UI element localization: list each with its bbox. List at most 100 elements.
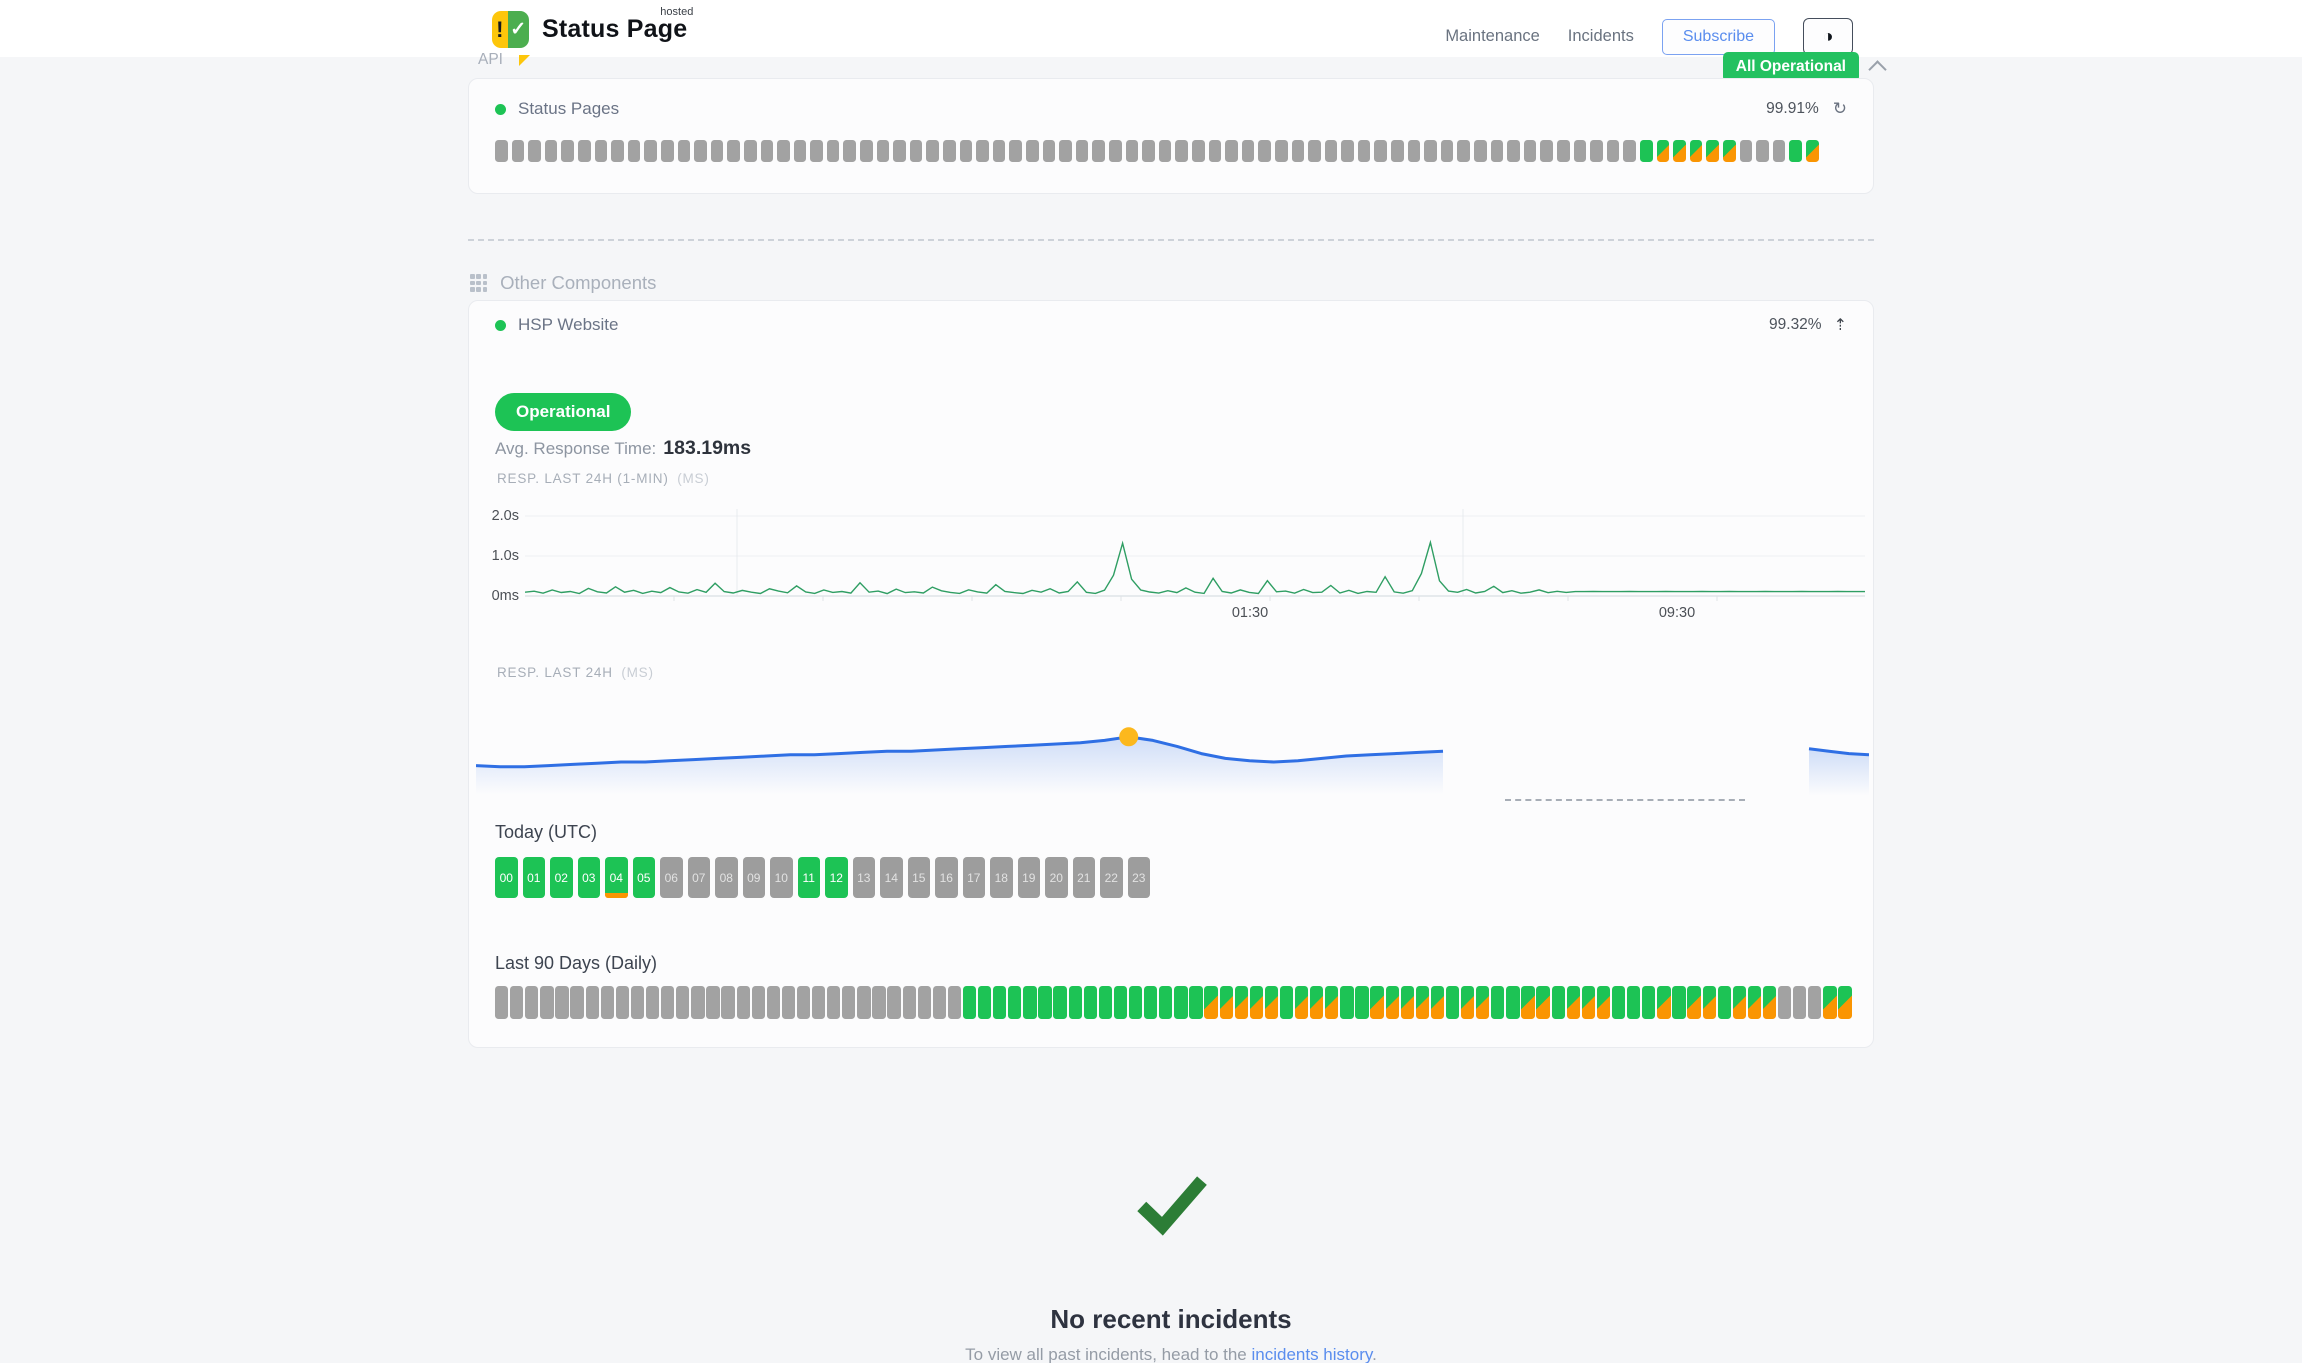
day-bar[interactable] bbox=[962, 986, 977, 1019]
hour-cell[interactable]: 07 bbox=[687, 857, 710, 898]
uptime-bar[interactable] bbox=[1341, 140, 1354, 162]
day-bar[interactable] bbox=[1777, 986, 1792, 1019]
day-bar[interactable] bbox=[1415, 986, 1430, 1019]
day-bar[interactable] bbox=[1823, 986, 1837, 1019]
day-bar[interactable] bbox=[1159, 986, 1173, 1019]
day-bar[interactable] bbox=[1355, 986, 1369, 1019]
day-bar[interactable] bbox=[947, 986, 962, 1019]
nav-maintenance[interactable]: Maintenance bbox=[1445, 27, 1540, 45]
uptime-bar[interactable] bbox=[1639, 140, 1653, 162]
day-bar[interactable] bbox=[661, 986, 675, 1019]
uptime-bar[interactable] bbox=[1075, 140, 1089, 162]
day-bar[interactable] bbox=[1506, 986, 1520, 1019]
day-bar[interactable] bbox=[1053, 986, 1067, 1019]
hour-cell[interactable]: 22 bbox=[1100, 857, 1123, 898]
day-bar[interactable] bbox=[600, 986, 614, 1019]
hour-cell[interactable]: 20 bbox=[1045, 857, 1068, 898]
day-bar[interactable] bbox=[1627, 986, 1641, 1019]
uptime-bar[interactable] bbox=[611, 140, 624, 162]
uptime-bar[interactable] bbox=[1357, 140, 1371, 162]
day-bar[interactable] bbox=[1461, 986, 1475, 1019]
day-bar[interactable] bbox=[721, 986, 735, 1019]
day-bar[interactable] bbox=[917, 986, 931, 1019]
uptime-bar[interactable] bbox=[1026, 140, 1039, 162]
day-bar[interactable] bbox=[1793, 986, 1807, 1019]
uptime-bar[interactable] bbox=[1490, 140, 1504, 162]
uptime-bar[interactable] bbox=[1507, 140, 1520, 162]
day-bar[interactable] bbox=[1264, 986, 1279, 1019]
day-bar[interactable] bbox=[1566, 986, 1580, 1019]
day-bar[interactable] bbox=[1038, 986, 1052, 1019]
uptime-bar[interactable] bbox=[1108, 140, 1122, 162]
day-bar[interactable] bbox=[1310, 986, 1324, 1019]
day-bar[interactable] bbox=[570, 986, 584, 1019]
hour-cell[interactable]: 10 bbox=[770, 857, 793, 898]
uptime-bar[interactable] bbox=[1623, 140, 1636, 162]
uptime-bar[interactable] bbox=[495, 140, 508, 162]
hour-cell[interactable]: 11 bbox=[797, 857, 820, 898]
uptime-bar[interactable] bbox=[943, 140, 956, 162]
hour-cell[interactable]: 13 bbox=[852, 857, 875, 898]
uptime-bar[interactable] bbox=[992, 140, 1006, 162]
uptime-bar[interactable] bbox=[1689, 140, 1703, 162]
hour-cell[interactable]: 02 bbox=[550, 857, 573, 898]
uptime-bar[interactable] bbox=[577, 140, 591, 162]
uptime-bar[interactable] bbox=[677, 140, 691, 162]
uptime-bar[interactable] bbox=[594, 140, 608, 162]
hour-cell[interactable]: 18 bbox=[990, 857, 1013, 898]
day-bar[interactable] bbox=[887, 986, 901, 1019]
day-bar[interactable] bbox=[1340, 986, 1354, 1019]
day-bar[interactable] bbox=[1023, 986, 1037, 1019]
uptime-bar[interactable] bbox=[1374, 140, 1388, 162]
hour-cell[interactable]: 19 bbox=[1017, 857, 1040, 898]
day-bar[interactable] bbox=[1098, 986, 1113, 1019]
day-bar[interactable] bbox=[736, 986, 750, 1019]
day-bar[interactable] bbox=[585, 986, 599, 1019]
day-bar[interactable] bbox=[1008, 986, 1022, 1019]
day-bar[interactable] bbox=[1279, 986, 1294, 1019]
uptime-bar[interactable] bbox=[644, 140, 657, 162]
day-bar[interactable] bbox=[766, 986, 780, 1019]
day-bar[interactable] bbox=[1657, 986, 1671, 1019]
hour-cell[interactable]: 03 bbox=[577, 857, 600, 898]
day-bar[interactable] bbox=[1838, 986, 1852, 1019]
day-bar[interactable] bbox=[811, 986, 826, 1019]
uptime-bar[interactable] bbox=[760, 140, 774, 162]
day-bar[interactable] bbox=[1370, 986, 1384, 1019]
day-bar[interactable] bbox=[827, 986, 841, 1019]
incidents-history-link[interactable]: incidents history bbox=[1251, 1345, 1373, 1363]
uptime-bar[interactable] bbox=[1557, 140, 1570, 162]
hour-cell[interactable]: 21 bbox=[1072, 857, 1095, 898]
uptime-bar[interactable] bbox=[1474, 140, 1487, 162]
uptime-bar[interactable] bbox=[826, 140, 840, 162]
uptime-bar[interactable] bbox=[544, 140, 558, 162]
uptime-bar[interactable] bbox=[1042, 140, 1056, 162]
uptime-bar[interactable] bbox=[1739, 140, 1753, 162]
uptime-bar[interactable] bbox=[1308, 140, 1321, 162]
hour-cell[interactable]: 09 bbox=[742, 857, 765, 898]
day-bar[interactable] bbox=[842, 986, 856, 1019]
day-bar[interactable] bbox=[540, 986, 554, 1019]
hour-cell[interactable]: 01 bbox=[522, 857, 545, 898]
uptime-bar[interactable] bbox=[1590, 140, 1603, 162]
theme-toggle-button[interactable]: ◑ bbox=[1803, 18, 1853, 55]
day-bar[interactable] bbox=[751, 986, 765, 1019]
day-bar[interactable] bbox=[1747, 986, 1762, 1019]
uptime-bar[interactable] bbox=[810, 140, 823, 162]
uptime-bar[interactable] bbox=[1191, 140, 1205, 162]
hour-cell[interactable]: 23 bbox=[1127, 857, 1150, 898]
uptime-bar[interactable] bbox=[926, 140, 940, 162]
hour-cell[interactable]: 05 bbox=[632, 857, 655, 898]
uptime-bar[interactable] bbox=[627, 140, 641, 162]
day-bar[interactable] bbox=[1325, 986, 1339, 1019]
day-bar[interactable] bbox=[1113, 986, 1128, 1019]
day-bar[interactable] bbox=[630, 986, 645, 1019]
uptime-bar[interactable] bbox=[793, 140, 807, 162]
day-bar[interactable] bbox=[1294, 986, 1309, 1019]
day-bar[interactable] bbox=[691, 986, 705, 1019]
uptime-bar[interactable] bbox=[1324, 140, 1338, 162]
nav-incidents[interactable]: Incidents bbox=[1567, 27, 1634, 45]
day-bar[interactable] bbox=[1430, 986, 1445, 1019]
uptime-bar[interactable] bbox=[1009, 140, 1022, 162]
day-bar[interactable] bbox=[1174, 986, 1188, 1019]
